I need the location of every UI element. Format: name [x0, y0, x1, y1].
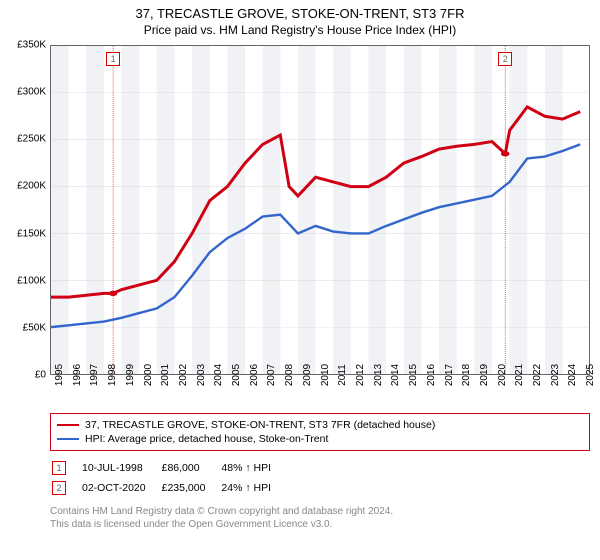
x-tick-label: 2006	[245, 364, 260, 386]
x-tick-label: 2015	[404, 364, 419, 386]
legend-row: HPI: Average price, detached house, Stok…	[57, 432, 583, 446]
x-tick-label: 2004	[209, 364, 224, 386]
y-tick-label: £250K	[17, 134, 50, 145]
x-tick-label: 2008	[280, 364, 295, 386]
x-tick-label: 2019	[475, 364, 490, 386]
y-tick-label: £200K	[17, 181, 50, 192]
x-tick-label: 2017	[440, 364, 455, 386]
legend-row: 37, TRECASTLE GROVE, STOKE-ON-TRENT, ST3…	[57, 418, 583, 432]
legend-label: HPI: Average price, detached house, Stok…	[85, 433, 328, 445]
sale-marker-box: 2	[498, 52, 512, 66]
marker-num: 2	[52, 481, 66, 495]
x-tick-label: 1996	[68, 364, 83, 386]
x-tick-label: 2013	[369, 364, 384, 386]
x-tick-label: 2002	[174, 364, 189, 386]
marker-price: £235,000	[162, 479, 220, 497]
y-tick-label: £50K	[23, 322, 50, 333]
plot-region: 12	[50, 45, 590, 375]
x-tick-label: 2003	[192, 364, 207, 386]
chart-title: 37, TRECASTLE GROVE, STOKE-ON-TRENT, ST3…	[0, 0, 600, 21]
y-tick-label: £150K	[17, 228, 50, 239]
y-tick-label: £0	[35, 370, 50, 381]
license-text: Contains HM Land Registry data © Crown c…	[50, 505, 590, 531]
table-row: 1 10-JUL-1998£86,00048% ↑ HPI	[52, 459, 285, 477]
x-tick-label: 2020	[493, 364, 508, 386]
x-tick-label: 1997	[85, 364, 100, 386]
x-tick-label: 1998	[103, 364, 118, 386]
y-tick-label: £100K	[17, 275, 50, 286]
x-tick-label: 2012	[351, 364, 366, 386]
x-tick-label: 1995	[50, 364, 65, 386]
x-tick-label: 2001	[156, 364, 171, 386]
plot-lines	[51, 46, 589, 374]
x-tick-label: 2014	[386, 364, 401, 386]
x-tick-label: 2025	[581, 364, 596, 386]
marker-num: 1	[52, 461, 66, 475]
x-tick-label: 2022	[528, 364, 543, 386]
sale-marker-box: 1	[106, 52, 120, 66]
y-tick-label: £300K	[17, 87, 50, 98]
marker-num-cell: 2	[52, 479, 80, 497]
x-tick-label: 1999	[121, 364, 136, 386]
y-tick-label: £350K	[17, 40, 50, 51]
legend-label: 37, TRECASTLE GROVE, STOKE-ON-TRENT, ST3…	[85, 419, 435, 431]
license-line-2: This data is licensed under the Open Gov…	[50, 518, 590, 531]
chart-container: { "title": "37, TRECASTLE GROVE, STOKE-O…	[0, 0, 600, 560]
x-tick-label: 2023	[546, 364, 561, 386]
x-tick-label: 2007	[262, 364, 277, 386]
marker-date: 02-OCT-2020	[82, 479, 160, 497]
x-tick-label: 2024	[563, 364, 578, 386]
sales-table: 1 10-JUL-1998£86,00048% ↑ HPI 2 02-OCT-2020…	[50, 457, 287, 499]
marker-diff: 24% ↑ HPI	[221, 479, 285, 497]
legend-box: 37, TRECASTLE GROVE, STOKE-ON-TRENT, ST3…	[50, 413, 590, 451]
x-tick-label: 2021	[510, 364, 525, 386]
legend-swatch	[57, 424, 79, 426]
x-tick-label: 2009	[298, 364, 313, 386]
x-tick-label: 2005	[227, 364, 242, 386]
x-tick-label: 2010	[316, 364, 331, 386]
chart-area: 12 £0£50K£100K£150K£200K£250K£300K£350K1…	[50, 45, 590, 405]
marker-diff: 48% ↑ HPI	[221, 459, 285, 477]
license-line-1: Contains HM Land Registry data © Crown c…	[50, 505, 590, 518]
x-tick-label: 2018	[457, 364, 472, 386]
marker-price: £86,000	[162, 459, 220, 477]
marker-date: 10-JUL-1998	[82, 459, 160, 477]
x-tick-label: 2000	[139, 364, 154, 386]
legend-swatch	[57, 438, 79, 440]
chart-subtitle: Price paid vs. HM Land Registry's House …	[0, 21, 600, 37]
x-tick-label: 2011	[333, 364, 348, 386]
marker-num-cell: 1	[52, 459, 80, 477]
table-row: 2 02-OCT-2020£235,00024% ↑ HPI	[52, 479, 285, 497]
x-tick-label: 2016	[422, 364, 437, 386]
